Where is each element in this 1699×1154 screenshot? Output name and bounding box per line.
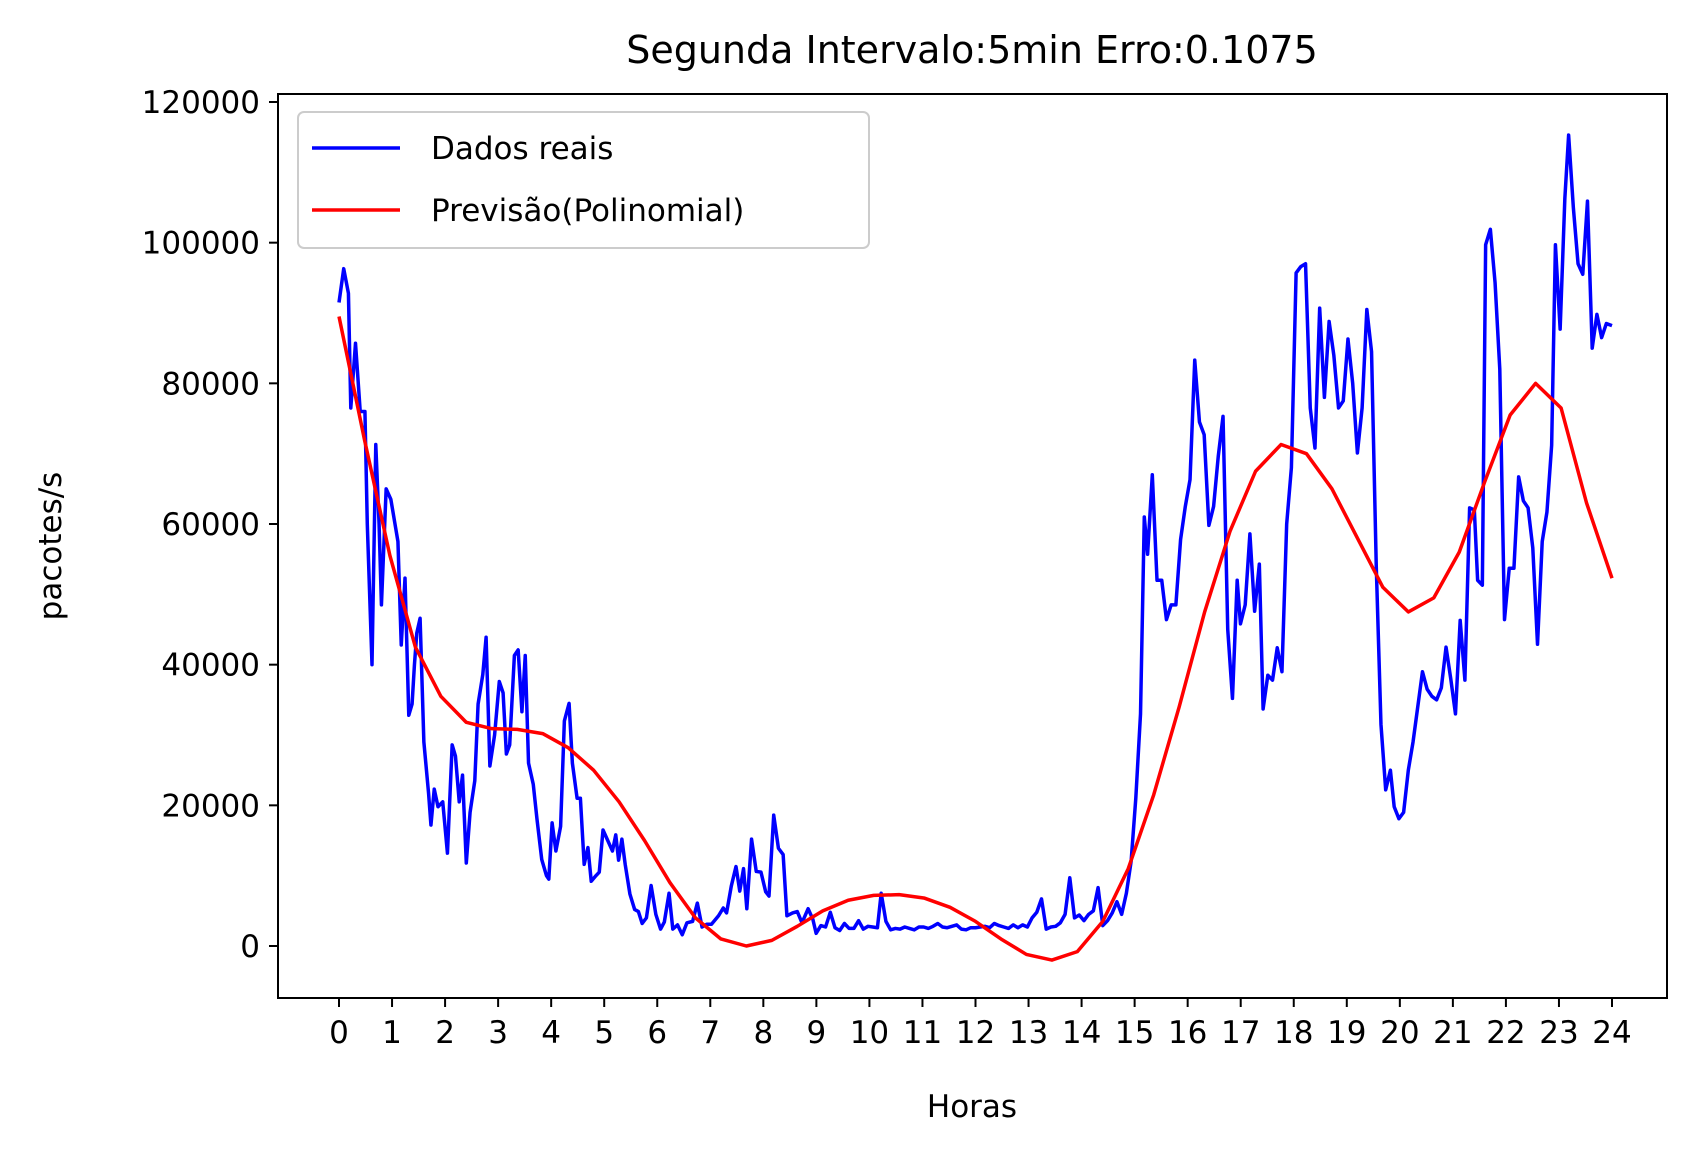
series-line-0 xyxy=(337,133,1613,937)
x-tick-label: 2 xyxy=(435,1015,455,1051)
x-tick-label: 10 xyxy=(850,1015,889,1051)
x-tick-label: 22 xyxy=(1486,1015,1525,1051)
x-tick-label: 21 xyxy=(1433,1015,1472,1051)
x-tick-label: 5 xyxy=(594,1015,614,1051)
x-tick-label: 8 xyxy=(753,1015,773,1051)
x-tick-label: 13 xyxy=(1009,1015,1048,1051)
x-tick-label: 6 xyxy=(647,1015,667,1051)
x-tick-label: 18 xyxy=(1274,1015,1313,1051)
y-tick-label: 80000 xyxy=(161,366,260,402)
plot-lines xyxy=(337,133,1614,962)
x-tick-label: 1 xyxy=(382,1015,402,1051)
y-tick-label: 20000 xyxy=(161,788,260,824)
x-tick-label: 16 xyxy=(1168,1015,1207,1051)
x-tick-label: 17 xyxy=(1221,1015,1260,1051)
x-tick-label: 12 xyxy=(956,1015,995,1051)
y-tick-label: 40000 xyxy=(161,648,260,684)
x-tick-label: 20 xyxy=(1380,1015,1419,1051)
legend-label-previsao: Previsão(Polinomial) xyxy=(431,193,744,229)
x-tick-label: 4 xyxy=(541,1015,561,1051)
y-tick-label: 0 xyxy=(240,929,260,965)
y-tick-label: 60000 xyxy=(161,507,260,543)
x-tick-label: 11 xyxy=(903,1015,942,1051)
legend: Dados reais Previsão(Polinomial) xyxy=(297,111,870,249)
y-tick-label: 100000 xyxy=(142,226,260,262)
x-tick-label: 24 xyxy=(1592,1015,1631,1051)
y-tick-label: 120000 xyxy=(142,85,260,121)
chart-title: Segunda Intervalo:5min Erro:0.1075 xyxy=(626,28,1318,72)
y-axis-label: pacotes/s xyxy=(33,472,69,621)
x-axis-label: Horas xyxy=(927,1089,1017,1125)
y-axis: 0 20000 40000 60000 80000 100000 120000 xyxy=(142,85,278,965)
x-tick-label: 7 xyxy=(700,1015,720,1051)
plot-area-frame xyxy=(277,93,1668,999)
legend-box xyxy=(297,111,870,249)
series-line-1 xyxy=(337,316,1614,962)
x-tick-label: 0 xyxy=(329,1015,349,1051)
x-axis: 0 1 2 3 4 5 6 7 8 9 10 11 12 13 14 15 16 17 18 19 20 21 22 23 24 xyxy=(329,998,1632,1051)
x-tick-label: 9 xyxy=(807,1015,827,1051)
x-tick-label: 23 xyxy=(1539,1015,1578,1051)
legend-label-dados-reais: Dados reais xyxy=(431,131,613,167)
x-tick-label: 3 xyxy=(488,1015,508,1051)
x-tick-label: 15 xyxy=(1115,1015,1154,1051)
x-tick-label: 14 xyxy=(1062,1015,1101,1051)
x-tick-label: 19 xyxy=(1327,1015,1366,1051)
